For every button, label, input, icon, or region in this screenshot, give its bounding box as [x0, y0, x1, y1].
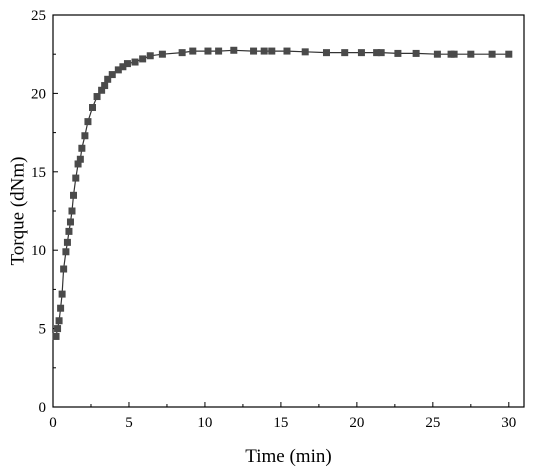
x-tick-label: 30 — [501, 415, 516, 431]
data-point — [55, 317, 63, 325]
y-tick-label: 10 — [31, 243, 46, 259]
data-point — [204, 47, 212, 55]
data-point — [260, 47, 268, 55]
data-point — [357, 49, 365, 57]
data-point — [301, 48, 309, 56]
data-point — [450, 50, 458, 58]
data-point — [104, 75, 112, 83]
data-point — [68, 207, 76, 215]
data-point — [65, 227, 73, 235]
data-point — [78, 144, 86, 152]
y-tick-label: 15 — [31, 165, 46, 181]
data-point — [373, 49, 381, 57]
data-point — [467, 50, 475, 58]
data-point — [412, 49, 420, 57]
data-point — [108, 71, 116, 79]
x-tick-label: 10 — [197, 415, 212, 431]
data-point — [505, 50, 513, 58]
data-point — [377, 49, 385, 57]
data-point — [81, 132, 89, 140]
data-point — [268, 47, 276, 55]
data-point — [72, 174, 80, 182]
data-point — [341, 49, 349, 57]
data-point — [89, 104, 97, 112]
data-point — [98, 86, 106, 94]
data-point — [58, 290, 66, 298]
x-tick-label: 25 — [425, 415, 440, 431]
y-axis-title: Torque (dNm) — [7, 157, 28, 266]
data-point — [54, 325, 62, 333]
data-point — [60, 265, 68, 273]
data-point — [488, 50, 496, 58]
data-point — [70, 191, 78, 199]
series-markers-group — [52, 46, 513, 340]
x-tick-label: 0 — [49, 415, 57, 431]
data-point — [131, 58, 139, 66]
data-point — [114, 66, 122, 74]
data-point — [123, 60, 131, 68]
data-point — [62, 248, 70, 256]
x-tick-label: 20 — [349, 415, 364, 431]
data-point — [146, 52, 154, 60]
data-point — [119, 63, 127, 71]
data-point — [57, 304, 65, 312]
data-point — [189, 47, 197, 55]
series-line-group — [55, 49, 509, 337]
y-tick-label: 20 — [31, 86, 46, 102]
x-axis-title: Time (min) — [245, 446, 331, 467]
y-axis-ticks: 0 5 10 15 20 25 — [31, 8, 58, 416]
y-tick-label: 5 — [39, 322, 47, 338]
data-point — [63, 238, 71, 246]
data-point — [66, 218, 74, 226]
data-point — [93, 93, 101, 101]
x-axis-ticks: 0 5 10 15 20 25 30 — [49, 402, 516, 431]
x-tick-label: 5 — [125, 415, 133, 431]
data-point — [230, 46, 238, 54]
data-point — [74, 160, 82, 168]
plot-frame — [52, 14, 525, 408]
x-tick-label: 15 — [273, 415, 288, 431]
data-point — [215, 47, 223, 55]
data-point — [433, 50, 441, 58]
data-point — [394, 49, 402, 57]
data-point — [52, 332, 60, 340]
data-point — [322, 49, 330, 57]
y-tick-label: 0 — [39, 400, 47, 416]
data-point — [84, 118, 92, 126]
data-point — [76, 155, 84, 163]
data-point — [250, 47, 258, 55]
plot-border — [52, 14, 525, 408]
data-point — [283, 47, 291, 55]
data-point — [178, 49, 186, 57]
y-tick-label: 25 — [31, 8, 46, 24]
data-point — [139, 55, 147, 63]
data-point — [101, 82, 109, 90]
series-line — [55, 49, 509, 337]
data-point — [158, 50, 166, 58]
